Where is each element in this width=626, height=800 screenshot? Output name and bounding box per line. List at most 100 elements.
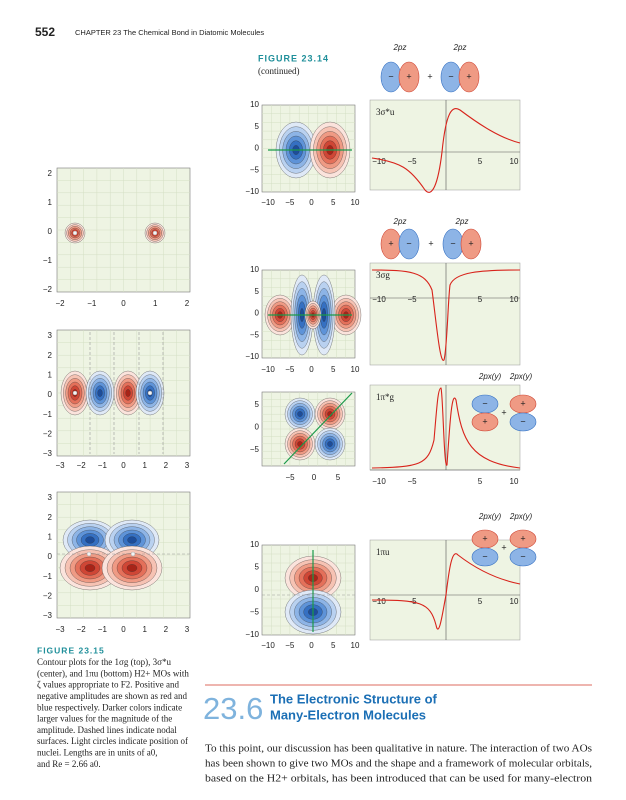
x-tick-label: 1 <box>153 299 158 308</box>
sign: + <box>520 533 525 543</box>
nucleus <box>86 551 92 557</box>
sign: − <box>482 398 487 408</box>
nucleus <box>72 390 78 396</box>
contour <box>84 564 96 572</box>
y-tick-label: 3 <box>48 493 53 502</box>
section-title: Many-Electron Molecules <box>270 707 426 722</box>
ao-label: 2px(y) <box>509 372 533 381</box>
axis-arrow <box>283 392 353 465</box>
y-tick-label: 5 <box>255 122 260 131</box>
x-tick-label: 2 <box>164 461 169 470</box>
x-tick-label: 2 <box>164 625 169 634</box>
y-tick-label: 0 <box>255 423 260 432</box>
nucleus <box>72 230 78 236</box>
y-tick-label: −1 <box>43 572 53 581</box>
y-tick-label: 1 <box>48 370 53 379</box>
ao-lobe <box>398 228 420 260</box>
y-tick-label: −10 <box>245 187 259 196</box>
x-tick-label: −2 <box>77 625 87 634</box>
y-tick-label: −2 <box>43 285 53 294</box>
x-tick-label: 5 <box>478 157 483 166</box>
y-tick-label: 0 <box>255 144 260 153</box>
ao-lobe <box>509 412 537 432</box>
ao-lobe <box>398 61 420 93</box>
sign: − <box>520 551 525 561</box>
x-tick-label: −10 <box>372 295 386 304</box>
x-tick-label: 0 <box>121 461 126 470</box>
line-plot-area <box>369 262 521 366</box>
y-tick-label: −1 <box>43 256 53 265</box>
x-tick-label: −5 <box>285 641 295 650</box>
y-tick-label: −10 <box>245 352 259 361</box>
ao-label: 2pz <box>393 43 407 52</box>
contour <box>125 389 131 397</box>
curve <box>371 553 521 630</box>
figure-sublabel: (continued) <box>258 66 299 76</box>
ao-lobe <box>509 547 537 567</box>
x-tick-label: 5 <box>478 477 483 486</box>
x-tick-label: −5 <box>407 295 417 304</box>
ao-label: 2px(y) <box>478 512 502 521</box>
y-tick-label: 10 <box>250 540 259 549</box>
caption-line: amplitude. Dashed lines indicate nodal <box>37 725 177 735</box>
x-tick-label: 0 <box>121 625 126 634</box>
x-tick-label: −5 <box>285 473 295 482</box>
mo-label: 1πu <box>376 547 390 557</box>
sign: − <box>448 71 453 81</box>
y-tick-label: 0 <box>48 552 53 561</box>
nucleus <box>130 551 136 557</box>
x-tick-label: −10 <box>261 641 275 650</box>
x-tick-label: −3 <box>55 461 65 470</box>
x-tick-label: −5 <box>407 157 417 166</box>
x-tick-label: 5 <box>331 198 336 207</box>
x-tick-label: −5 <box>285 365 295 374</box>
section-number: 23.6 <box>203 691 263 726</box>
x-tick-label: −10 <box>372 477 386 486</box>
x-tick-label: −1 <box>87 299 97 308</box>
caption-line: negative amplitudes are shown as red and <box>37 691 187 701</box>
x-tick-label: −3 <box>55 625 65 634</box>
sign: + <box>482 533 487 543</box>
x-tick-label: 0 <box>309 198 314 207</box>
y-tick-label: 1 <box>48 198 53 207</box>
sign: + <box>520 398 525 408</box>
caption-line: and Re = 2.66 a0. <box>37 759 101 769</box>
y-tick-label: 5 <box>255 563 260 572</box>
y-tick-label: 5 <box>255 400 260 409</box>
x-tick-label: 0 <box>309 365 314 374</box>
ao-label: 2px(y) <box>478 372 502 381</box>
contour <box>126 564 138 572</box>
caption-label: FIGURE 23.15 <box>37 645 105 655</box>
x-tick-label: 1 <box>142 625 147 634</box>
sign: + <box>482 416 487 426</box>
x-tick-label: 5 <box>331 641 336 650</box>
nucleus <box>152 230 158 236</box>
caption-line: Contour plots for the 1σg (top), 3σ*u <box>37 657 171 667</box>
y-tick-label: 0 <box>255 585 260 594</box>
y-tick-label: −2 <box>43 429 53 438</box>
x-tick-label: 0 <box>312 473 317 482</box>
caption-line: (center), and 1πu (bottom) H2+ MOs with <box>37 668 189 678</box>
ao-lobe <box>460 228 482 260</box>
ao-lobe <box>471 547 499 567</box>
x-tick-label: 10 <box>510 477 519 486</box>
sign: + <box>428 238 433 248</box>
x-tick-label: −2 <box>55 299 65 308</box>
x-tick-label: −10 <box>261 198 275 207</box>
y-tick-label: 3 <box>48 331 53 340</box>
sign: + <box>468 238 473 248</box>
ao-lobe <box>471 412 499 432</box>
x-tick-label: −5 <box>407 477 417 486</box>
caption-line: blue respectively. Darker colors indicat… <box>37 702 182 712</box>
body-line: based on the H2+ orbitals, has been intr… <box>205 773 592 784</box>
y-tick-label: 2 <box>48 351 53 360</box>
x-tick-label: 5 <box>478 295 483 304</box>
x-tick-label: 3 <box>185 461 190 470</box>
x-tick-label: −10 <box>261 365 275 374</box>
page-number: 552 <box>35 25 55 39</box>
body-line: has been shown to give two MOs and the s… <box>205 758 592 769</box>
sign: + <box>406 71 411 81</box>
x-tick-label: 10 <box>351 641 360 650</box>
sign: + <box>466 71 471 81</box>
